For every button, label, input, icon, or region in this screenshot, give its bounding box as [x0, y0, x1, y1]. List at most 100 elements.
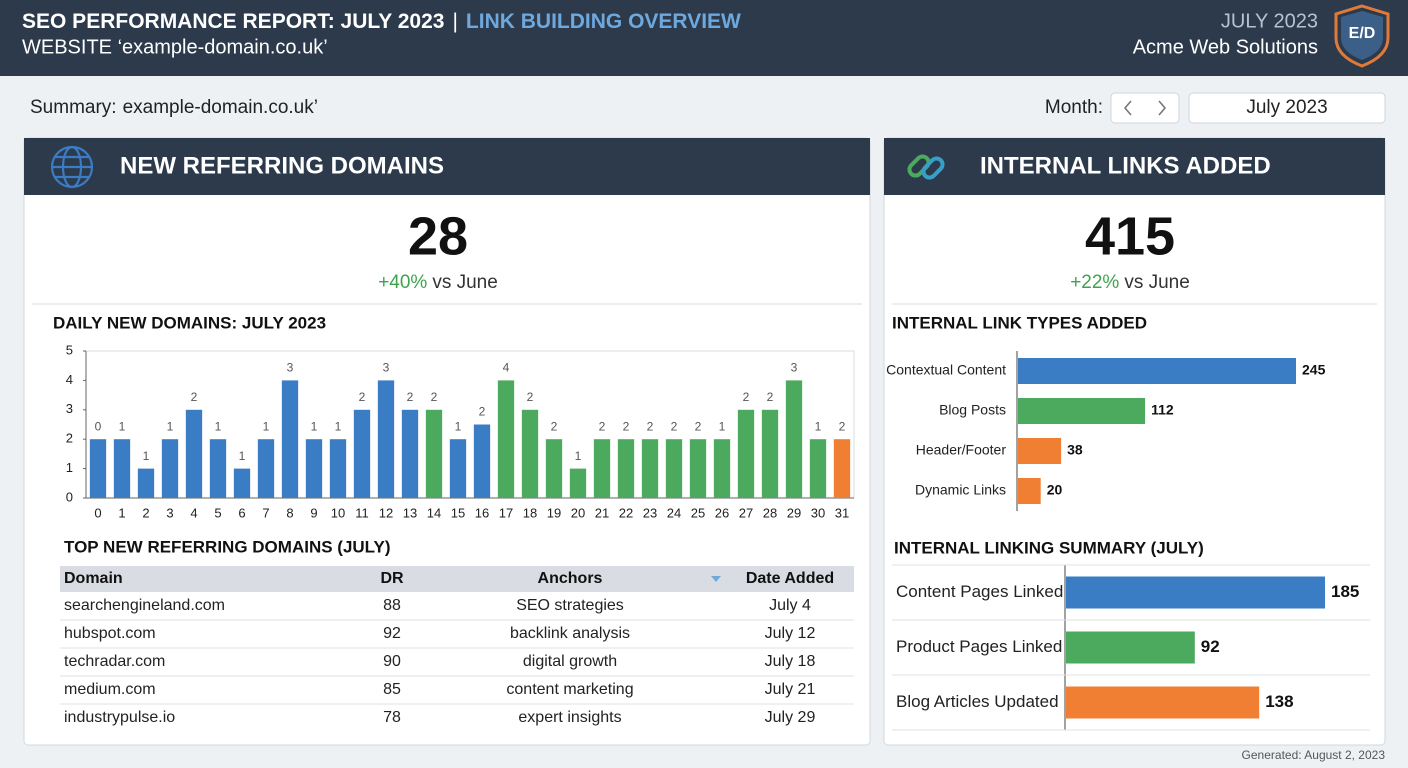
- bar: [833, 439, 851, 498]
- comparison: vs June: [432, 272, 497, 293]
- bar: [209, 439, 227, 498]
- summary-value: example-domain.co.uk’: [123, 97, 318, 118]
- table-cell: July 21: [765, 681, 816, 698]
- bar-label: 2: [623, 419, 630, 433]
- table-cell: searchengineland.com: [64, 597, 225, 614]
- x-tick-label: 21: [595, 505, 609, 520]
- category-label: Product Pages Linked: [896, 637, 1062, 656]
- bar-label: 1: [719, 419, 726, 433]
- x-tick-label: 4: [190, 505, 197, 520]
- daily-chart: 0123450011213142516171839110111212313214…: [66, 342, 851, 520]
- bar-label: 1: [311, 419, 318, 433]
- period: JULY 2023: [1221, 10, 1318, 32]
- table-cell: medium.com: [64, 681, 156, 698]
- bar: [497, 380, 515, 498]
- bar-label: 2: [527, 390, 534, 404]
- x-tick-label: 16: [475, 505, 489, 520]
- y-tick-label: 0: [66, 489, 73, 504]
- domain-table: Domain DR Anchors Date Added searchenginelan…: [60, 566, 854, 726]
- bar-label: 2: [767, 390, 774, 404]
- bar-label: 2: [839, 419, 846, 433]
- month-nav: [1110, 92, 1180, 124]
- bar: [473, 424, 491, 498]
- bar: [641, 439, 659, 498]
- table-cell: 92: [383, 625, 401, 642]
- x-tick-label: 26: [715, 505, 729, 520]
- bar-label: 1: [239, 449, 246, 463]
- value-label: 92: [1201, 637, 1220, 656]
- table-header: [60, 566, 854, 592]
- x-tick-label: 7: [262, 505, 269, 520]
- bar: [689, 439, 707, 498]
- bar-label: 2: [191, 390, 198, 404]
- x-tick-label: 5: [214, 505, 221, 520]
- bar-label: 2: [479, 405, 486, 419]
- column-header: DR: [380, 570, 404, 587]
- logo-inner: [1341, 11, 1383, 60]
- bar-label: 1: [119, 419, 126, 433]
- bar: [737, 409, 755, 498]
- x-tick-label: 29: [787, 505, 801, 520]
- x-tick-label: 13: [403, 505, 417, 520]
- table-cell: July 12: [765, 625, 816, 642]
- bar-label: 0: [95, 419, 102, 433]
- x-tick-label: 15: [451, 505, 465, 520]
- panel-title: NEW REFERRING DOMAINS: [120, 152, 444, 179]
- bar: [401, 409, 419, 498]
- bar-label: 2: [695, 419, 702, 433]
- table-cell: July 4: [769, 597, 811, 614]
- table-cell: industrypulse.io: [64, 709, 175, 726]
- globe-icon: [50, 145, 94, 189]
- bar-label: 1: [143, 449, 150, 463]
- x-tick-label: 30: [811, 505, 825, 520]
- change: +22%: [1070, 272, 1119, 293]
- category-label: Contextual Content: [886, 362, 1006, 378]
- bar: [425, 409, 443, 498]
- link-icon: [907, 154, 945, 180]
- bar-label: 1: [335, 419, 342, 433]
- bar-label: 3: [791, 361, 798, 375]
- next-month[interactable]: [1158, 100, 1167, 116]
- x-tick-label: 6: [238, 505, 245, 520]
- bar-label: 2: [359, 390, 366, 404]
- sort-icon[interactable]: [711, 576, 721, 582]
- x-tick-label: 8: [286, 505, 293, 520]
- bar: [1018, 358, 1296, 384]
- bar: [713, 439, 731, 498]
- chart-title: INTERNAL LINK TYPES ADDED: [892, 313, 1147, 332]
- y-tick-label: 2: [66, 431, 73, 446]
- category-label: Content Pages Linked: [896, 582, 1063, 601]
- bar: [449, 439, 467, 498]
- x-tick-label: 14: [427, 505, 441, 520]
- domains-panel-header: [24, 138, 870, 195]
- y-tick-label: 1: [66, 460, 73, 475]
- bar-label: 2: [551, 419, 558, 433]
- bar: [761, 409, 779, 498]
- y-tick-label: 4: [66, 372, 73, 387]
- company: Acme Web Solutions: [1133, 36, 1318, 58]
- bar: [1066, 631, 1195, 664]
- prev-month[interactable]: [1123, 100, 1132, 116]
- x-tick-label: 20: [571, 505, 585, 520]
- table-cell: expert insights: [518, 709, 621, 726]
- summary-chart: Content Pages Linked 185 Product Pages Lin…: [892, 564, 1370, 731]
- table-cell: content marketing: [506, 681, 633, 698]
- table-cell: backlink analysis: [510, 625, 630, 642]
- kpi: 28: [408, 206, 468, 266]
- table-cell: 88: [383, 597, 401, 614]
- bar-label: 4: [503, 361, 510, 375]
- x-tick-label: 18: [523, 505, 537, 520]
- bar: [521, 409, 539, 498]
- links-panel-header: [884, 138, 1385, 195]
- month-value: July 2023: [1246, 97, 1327, 118]
- x-tick-label: 19: [547, 505, 561, 520]
- bar: [281, 380, 299, 498]
- kpi-change: +22% vs June: [1070, 272, 1190, 293]
- bar-label: 1: [215, 419, 222, 433]
- bar: [185, 409, 203, 498]
- bar-label: 2: [647, 419, 654, 433]
- types-chart: Contextual Content 245 Blog Posts 112 Header…: [886, 351, 1326, 511]
- footer: Generated: August 2, 2023: [1242, 748, 1386, 762]
- month-select[interactable]: [1188, 92, 1386, 124]
